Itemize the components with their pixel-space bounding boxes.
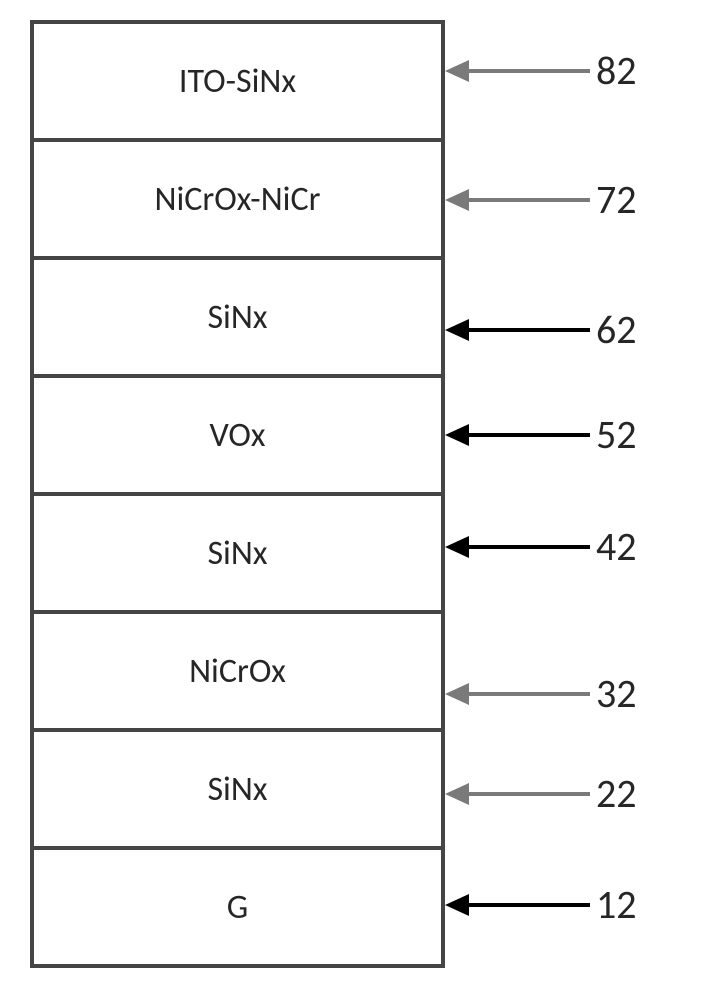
layer-22: SiNx (34, 728, 441, 846)
layer-label-12: G (227, 887, 248, 928)
ref-label-32: 32 (596, 669, 637, 718)
arrow-line (469, 433, 590, 437)
arrow-line (469, 545, 590, 549)
arrow-52 (445, 423, 590, 447)
ref-label-12: 12 (596, 880, 637, 929)
arrow-head-icon (445, 319, 469, 341)
arrow-82 (445, 59, 590, 83)
layer-label-82: ITO-SiNx (179, 61, 296, 102)
arrow-line (469, 792, 590, 796)
ref-label-52: 52 (596, 410, 637, 459)
arrow-head-icon (445, 424, 469, 446)
arrow-72 (445, 188, 590, 212)
arrow-22 (445, 782, 590, 806)
layer-label-52: VOx (210, 415, 266, 456)
layer-62: SiNx (34, 256, 441, 374)
arrow-62 (445, 318, 590, 342)
layer-82: ITO-SiNx (34, 24, 441, 138)
arrow-line (469, 328, 590, 332)
ref-label-42: 42 (596, 522, 637, 571)
layer-72: NiCrOx-NiCr (34, 138, 441, 256)
arrow-head-icon (445, 536, 469, 558)
layer-12: G (34, 846, 441, 964)
arrow-head-icon (445, 894, 469, 916)
layer-label-32: NiCrOx (189, 651, 286, 692)
layer-42: SiNx (34, 492, 441, 610)
arrow-32 (445, 682, 590, 706)
arrow-line (469, 69, 590, 73)
ref-label-72: 72 (596, 175, 637, 224)
arrow-42 (445, 535, 590, 559)
ref-label-62: 62 (596, 305, 637, 354)
layer-label-22: SiNx (207, 769, 267, 810)
arrow-head-icon (445, 783, 469, 805)
arrow-head-icon (445, 60, 469, 82)
arrow-12 (445, 893, 590, 917)
layer-label-62: SiNx (207, 297, 267, 338)
layer-label-72: NiCrOx-NiCr (155, 179, 321, 220)
ref-label-22: 22 (596, 769, 637, 818)
arrow-line (469, 692, 590, 696)
layer-stack-diagram: ITO-SiNx NiCrOx-NiCr SiNx VOx SiNx NiCrOx SiNx… (0, 0, 701, 1000)
layer-32: NiCrOx (34, 610, 441, 728)
layer-52: VOx (34, 374, 441, 492)
ref-label-82: 82 (596, 46, 637, 95)
arrow-head-icon (445, 683, 469, 705)
layer-label-42: SiNx (207, 533, 267, 574)
layer-stack: ITO-SiNx NiCrOx-NiCr SiNx VOx SiNx NiCrOx SiNx… (30, 20, 445, 968)
arrow-line (469, 903, 590, 907)
arrow-line (469, 198, 590, 202)
arrow-head-icon (445, 189, 469, 211)
